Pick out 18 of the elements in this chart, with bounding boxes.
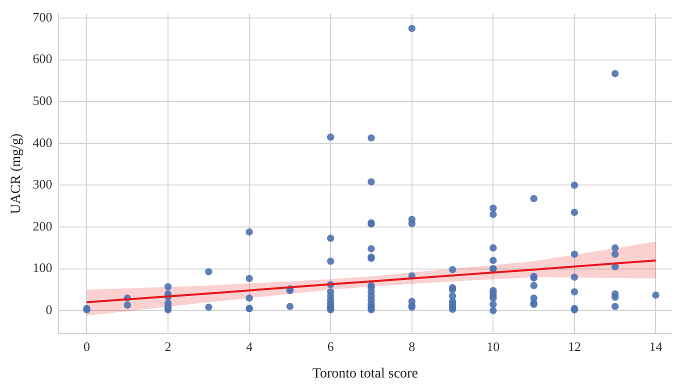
x-tick-label: 10 xyxy=(486,338,500,354)
x-tick-label: 6 xyxy=(327,338,334,354)
y-axis-title: UACR (mg/g) xyxy=(9,133,24,214)
x-axis-title: Toronto total score xyxy=(312,366,418,382)
y-tick-label: 0 xyxy=(46,302,52,318)
y-tick-label: 200 xyxy=(32,218,52,234)
x-tick-label: 0 xyxy=(84,338,90,354)
y-tick-label: 600 xyxy=(32,51,52,66)
x-tick-label: 14 xyxy=(649,338,663,354)
y-tick-label: 100 xyxy=(32,260,52,276)
x-tick-label: 8 xyxy=(408,338,416,354)
x-tick-label: 12 xyxy=(568,338,581,354)
y-tick-label: 700 xyxy=(32,9,52,24)
y-tick-label: 500 xyxy=(32,93,52,108)
x-tick-label: 2 xyxy=(164,338,172,354)
y-tick-label: 300 xyxy=(32,176,52,192)
x-tick-label: 4 xyxy=(246,338,254,354)
y-tick-label: 400 xyxy=(32,134,52,150)
